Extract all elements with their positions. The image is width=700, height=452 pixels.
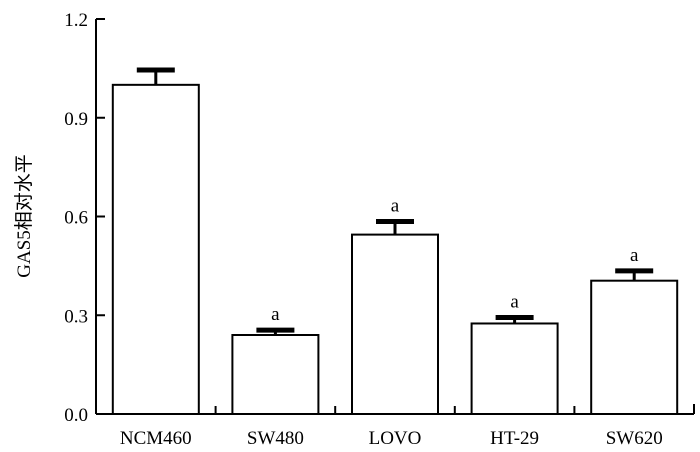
bar (590, 279, 679, 415)
y-tick-label: 0.9 (64, 109, 88, 130)
bar (470, 322, 559, 415)
significance-label: a (510, 292, 519, 313)
significance-label: a (271, 304, 280, 325)
x-tick-label: HT-29 (490, 428, 539, 449)
significance-label: a (630, 245, 639, 266)
bar (111, 83, 200, 415)
y-tick-label: 0.6 (64, 208, 88, 229)
x-tick-label: SW480 (247, 428, 304, 449)
significance-label: a (391, 195, 400, 216)
x-tick-label: LOVO (369, 428, 422, 449)
y-tick-label: 1.2 (64, 10, 88, 31)
bar (231, 334, 320, 415)
bar (351, 233, 439, 415)
x-tick-label: NCM460 (120, 428, 192, 449)
y-tick-label: 0.3 (64, 306, 88, 327)
x-tick-label: SW620 (606, 428, 663, 449)
y-tick-label: 0.0 (64, 405, 88, 426)
y-axis-label: GAS5相对水平 (13, 154, 35, 278)
